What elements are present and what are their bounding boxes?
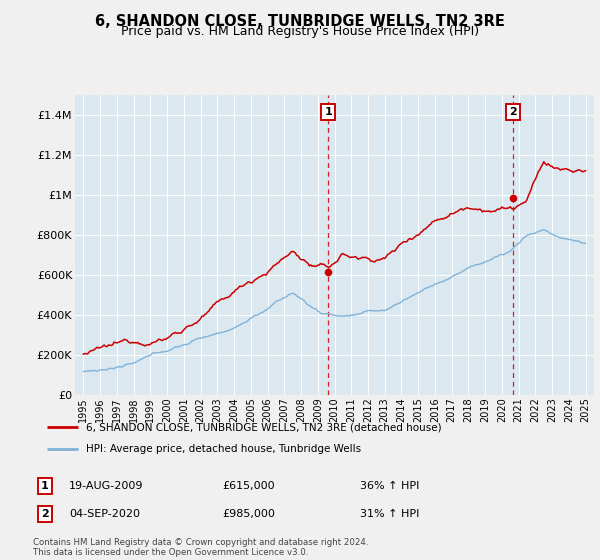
Text: 04-SEP-2020: 04-SEP-2020 <box>69 509 140 519</box>
Text: 6, SHANDON CLOSE, TUNBRIDGE WELLS, TN2 3RE: 6, SHANDON CLOSE, TUNBRIDGE WELLS, TN2 3… <box>95 14 505 29</box>
Text: Contains HM Land Registry data © Crown copyright and database right 2024.: Contains HM Land Registry data © Crown c… <box>33 538 368 547</box>
Text: 31% ↑ HPI: 31% ↑ HPI <box>360 509 419 519</box>
Text: HPI: Average price, detached house, Tunbridge Wells: HPI: Average price, detached house, Tunb… <box>86 444 361 454</box>
Text: £615,000: £615,000 <box>222 481 275 491</box>
Text: £985,000: £985,000 <box>222 509 275 519</box>
Text: This data is licensed under the Open Government Licence v3.0.: This data is licensed under the Open Gov… <box>33 548 308 557</box>
Text: Price paid vs. HM Land Registry's House Price Index (HPI): Price paid vs. HM Land Registry's House … <box>121 25 479 38</box>
Text: 1: 1 <box>325 106 332 116</box>
Text: 1: 1 <box>41 481 49 491</box>
Text: 2: 2 <box>41 509 49 519</box>
Text: 2: 2 <box>509 106 517 116</box>
Text: 19-AUG-2009: 19-AUG-2009 <box>69 481 143 491</box>
Text: 6, SHANDON CLOSE, TUNBRIDGE WELLS, TN2 3RE (detached house): 6, SHANDON CLOSE, TUNBRIDGE WELLS, TN2 3… <box>86 422 442 432</box>
Text: 36% ↑ HPI: 36% ↑ HPI <box>360 481 419 491</box>
